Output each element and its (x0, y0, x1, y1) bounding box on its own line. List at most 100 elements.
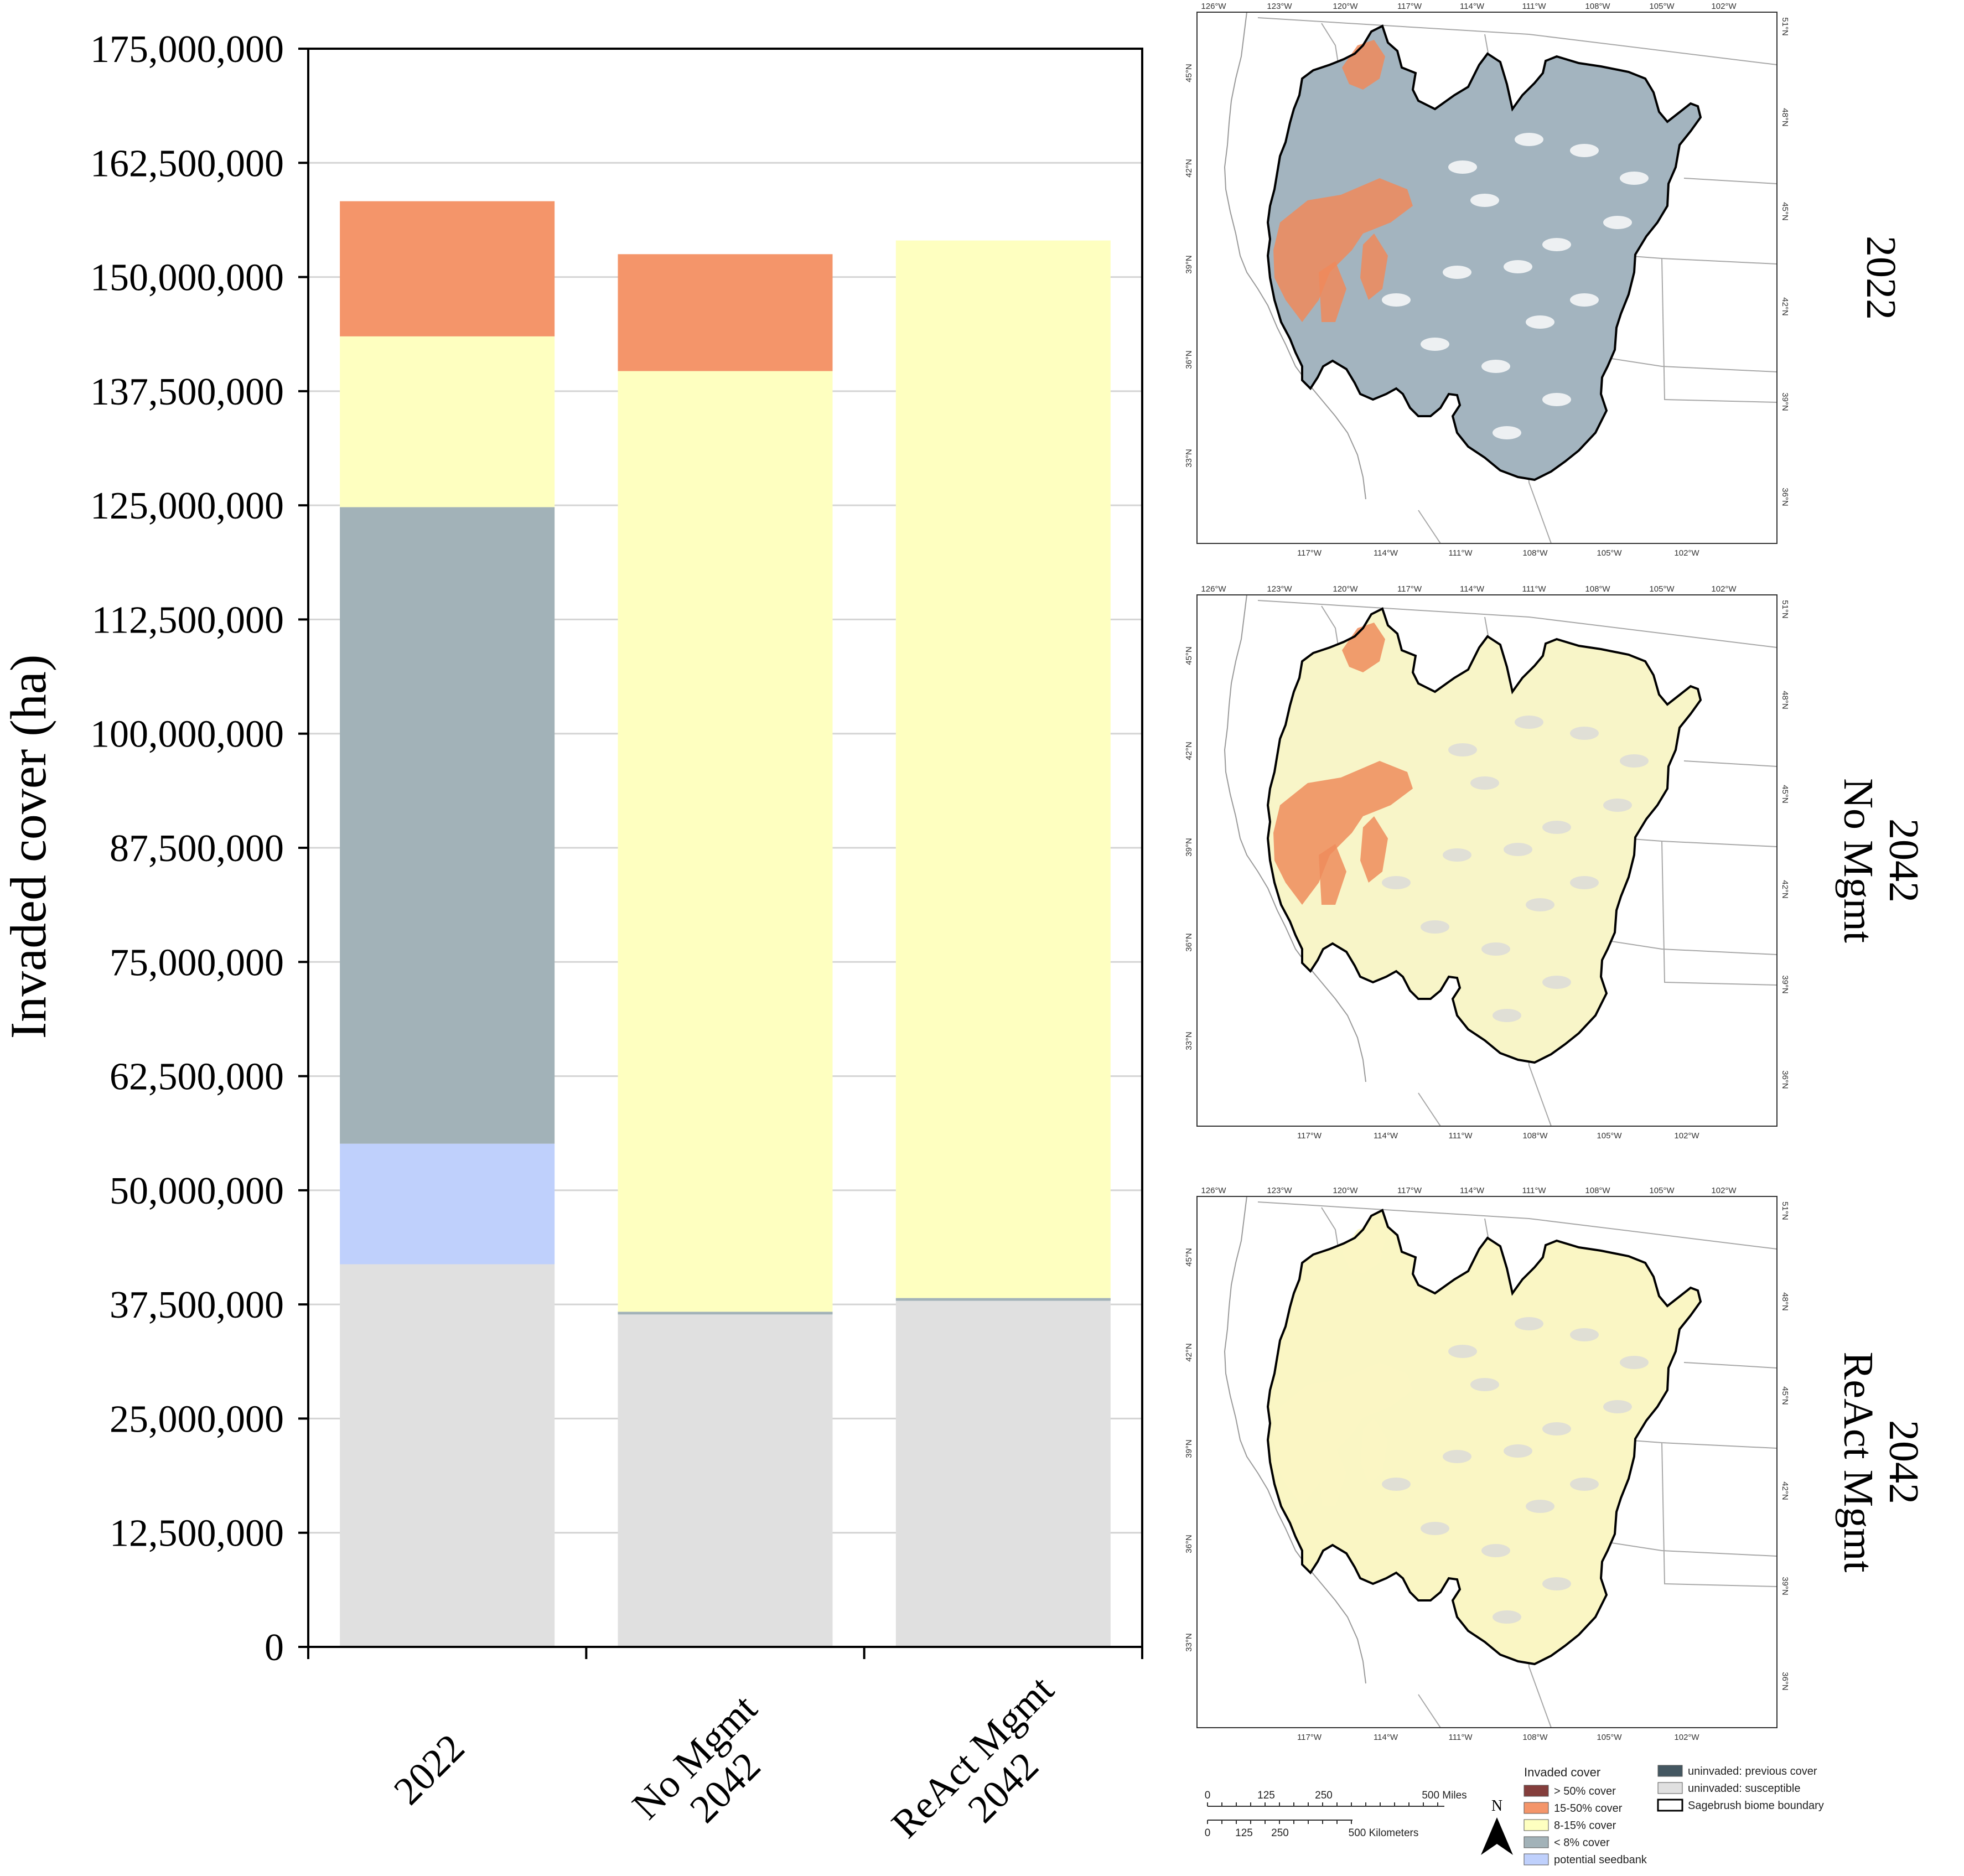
legend-item-label: 15-50% cover (1554, 1802, 1623, 1815)
uninvaded-patch (1515, 133, 1543, 146)
right-latitude-label: 36°N (1780, 1672, 1790, 1691)
invaded-patch (1342, 1224, 1385, 1274)
right-latitude-label: 36°N (1780, 488, 1790, 506)
legend-item-label: potential seedbank (1554, 1854, 1647, 1866)
legend-item-label: Sagebrush biome boundary (1688, 1800, 1824, 1812)
row-label-line: No Mgmt (1835, 778, 1882, 943)
invaded-patch (1342, 623, 1385, 672)
coastline (1224, 12, 1366, 500)
top-longitude-label: 126°W (1201, 2, 1226, 11)
north-arrow-icon (1481, 1817, 1513, 1855)
right-latitude-label: 36°N (1780, 1070, 1790, 1089)
right-latitude-label: 42°N (1780, 297, 1790, 316)
top-longitude-label: 108°W (1585, 1186, 1610, 1195)
map-panel: 126°W 123°W 120°W 117°W 114°W 111°W 108°W 105°W… (1184, 1186, 1790, 1742)
uninvaded-patch (1515, 1317, 1543, 1330)
scale-bar: 0 125 250 500 Miles 0 125 250 500 Kilometers N (1205, 1790, 1513, 1855)
left-latitude-label: 45°N (1184, 1248, 1194, 1267)
top-longitude-label: 111°W (1522, 1186, 1547, 1195)
biome-boundary (1266, 1209, 1702, 1666)
km-label: 125 (1235, 1827, 1253, 1839)
y-tick-label: 37,500,000 (110, 1284, 284, 1326)
state-border (1683, 1362, 1777, 1369)
uninvaded-patch (1443, 266, 1471, 279)
uninvaded-patch (1421, 338, 1449, 351)
biome-boundary (1266, 607, 1702, 1064)
row-label-line: 2022 (1858, 236, 1904, 320)
right-latitude-label: 48°N (1780, 108, 1790, 127)
left-latitude-label: 36°N (1184, 350, 1194, 369)
uninvaded-patch (1382, 1478, 1411, 1491)
uninvaded-patch (1570, 1478, 1599, 1491)
legend-swatch (1523, 1785, 1549, 1797)
y-tick-label: 12,500,000 (110, 1512, 284, 1555)
miles-label: 250 (1315, 1790, 1333, 1801)
bottom-longitude-label: 114°W (1374, 1733, 1398, 1742)
map-panel: 126°W 123°W 120°W 117°W 114°W 111°W 108°W 105°W… (1184, 2, 1790, 558)
left-latitude-label: 42°N (1184, 742, 1194, 760)
uninvaded-patch (1481, 942, 1510, 956)
invaded-patch (1360, 234, 1388, 300)
bottom-longitude-label: 108°W (1522, 548, 1548, 558)
biome-boundary (1266, 24, 1702, 481)
y-tick-label: 62,500,000 (110, 1056, 284, 1098)
uninvaded-patch (1481, 360, 1510, 373)
uninvaded-patch (1620, 754, 1649, 768)
top-longitude-label: 117°W (1397, 2, 1422, 11)
y-tick-label: 125,000,000 (90, 485, 284, 527)
uninvaded-patch (1504, 843, 1532, 856)
top-longitude-label: 108°W (1585, 584, 1610, 594)
left-latitude-label: 45°N (1184, 64, 1194, 82)
state-border (1683, 178, 1777, 184)
right-latitude-label: 51°N (1780, 600, 1790, 619)
right-latitude-label: 45°N (1780, 785, 1790, 804)
legend-swatch (1657, 1799, 1683, 1812)
bar-segment (340, 507, 555, 1144)
x-axis-ticks (307, 1647, 1143, 1659)
uninvaded-patch (1542, 238, 1571, 251)
bottom-longitude-label: 117°W (1297, 1131, 1322, 1141)
right-latitude-label: 51°N (1780, 1201, 1790, 1220)
uninvaded-patch (1448, 1345, 1477, 1358)
uninvaded-patch (1603, 1400, 1632, 1413)
biome-fill (1268, 1210, 1701, 1664)
uninvaded-patch (1542, 821, 1571, 834)
bottom-longitude-label: 114°W (1374, 1131, 1398, 1141)
y-tick-label: 175,000,000 (90, 28, 284, 71)
bar-stacks (340, 201, 1111, 1647)
bottom-longitude-label: 117°W (1297, 548, 1322, 558)
top-longitude-label: 120°W (1333, 584, 1358, 594)
uninvaded-patch (1542, 976, 1571, 989)
left-latitude-label: 42°N (1184, 159, 1194, 178)
top-longitude-label: 111°W (1522, 584, 1547, 594)
left-latitude-label: 36°N (1184, 933, 1194, 952)
x-axis-label: 2022 (385, 1725, 473, 1813)
bottom-longitude-label: 111°W (1449, 1733, 1473, 1742)
state-border (1418, 510, 1441, 543)
y-tick-label: 75,000,000 (110, 941, 284, 984)
top-longitude-label: 126°W (1201, 584, 1226, 594)
uninvaded-patch (1570, 144, 1599, 157)
y-tick-label: 150,000,000 (90, 257, 284, 299)
uninvaded-patch (1504, 1444, 1532, 1458)
km-label: 250 (1271, 1827, 1289, 1839)
left-latitude-label: 45°N (1184, 646, 1194, 665)
y-axis-ticks: 0 12,500,000 25,000,000 37,500,000 50,000,00… (90, 28, 308, 1669)
state-border (1418, 1092, 1441, 1126)
left-latitude-label: 36°N (1184, 1535, 1194, 1553)
top-longitude-label: 108°W (1585, 2, 1610, 11)
biome-fill (1268, 609, 1701, 1063)
right-latitude-label: 45°N (1780, 1386, 1790, 1405)
state-border (1257, 600, 1777, 648)
top-longitude-label: 105°W (1649, 1186, 1675, 1195)
row-label-line: 2042 (1880, 818, 1927, 903)
top-longitude-label: 126°W (1201, 1186, 1226, 1195)
bar-segment (340, 201, 555, 336)
top-longitude-label: 105°W (1649, 2, 1675, 11)
x-label-line1: 2022 (385, 1725, 473, 1813)
